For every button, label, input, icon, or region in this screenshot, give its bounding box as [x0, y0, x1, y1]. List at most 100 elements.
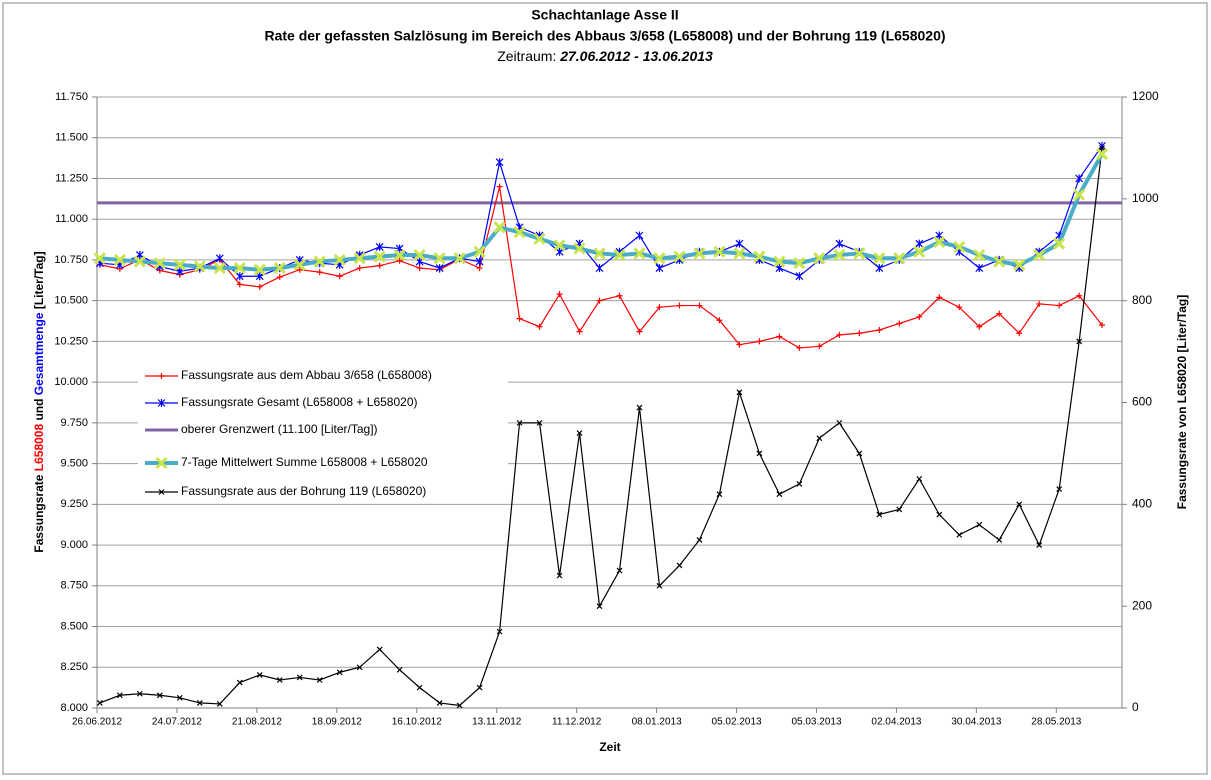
point-marker	[1095, 147, 1109, 161]
point-marker	[176, 694, 183, 701]
point-marker	[296, 266, 303, 273]
point-marker	[856, 450, 863, 457]
point-marker	[736, 341, 743, 348]
point-marker	[1076, 292, 1083, 299]
x-axis-title: Zeit	[599, 740, 620, 754]
point-marker	[413, 248, 426, 262]
point-marker	[753, 250, 766, 263]
y-tick-label: 8.500	[60, 620, 88, 632]
point-marker	[996, 310, 1003, 317]
y2-axis-title: Fassungsrate von L658020 [Liter/Tag]	[1175, 295, 1189, 510]
x-tick-label: 05.03.2013	[791, 717, 841, 728]
point-marker	[773, 255, 786, 268]
legend-marker	[157, 399, 166, 407]
point-marker	[896, 320, 903, 327]
point-marker	[933, 235, 946, 249]
x-tick-label: 11.12.2012	[552, 717, 602, 728]
legend-marker	[155, 456, 168, 470]
point-marker	[273, 262, 286, 275]
y-axis-title: Fassungsrate L658008 und Gesamtmenge [Li…	[32, 251, 46, 552]
y2-tick-label: 1200	[1132, 89, 1159, 103]
point-marker	[1099, 322, 1106, 329]
point-marker	[193, 260, 206, 273]
point-marker	[236, 679, 243, 686]
y-tick-label: 11.250	[55, 172, 88, 184]
point-marker	[156, 692, 163, 699]
point-marker	[496, 183, 503, 190]
point-marker	[1076, 338, 1083, 345]
y2-tick-label: 600	[1132, 395, 1152, 409]
point-marker	[133, 255, 146, 268]
chart-title: Schachtanlage Asse II	[531, 7, 678, 23]
y2-tick-label: 0	[1132, 700, 1139, 714]
point-marker	[536, 323, 543, 330]
point-marker	[456, 702, 463, 709]
legend-label: Fassungsrate Gesamt (L658008 + L658020)	[181, 395, 417, 409]
y-tick-label: 8.250	[60, 661, 88, 673]
y-tick-label: 9.500	[60, 458, 88, 470]
legend-label: oberer Grenzwert (11.100 [Liter/Tag])	[181, 422, 378, 436]
point-marker	[716, 317, 723, 324]
period-label: Zeitraum:	[497, 48, 556, 64]
point-marker	[693, 247, 706, 260]
legend-label: Fassungsrate aus der Bohrung 119 (L65802…	[181, 484, 426, 498]
point-marker	[215, 254, 224, 263]
point-marker	[353, 252, 366, 265]
point-marker	[893, 252, 906, 265]
point-marker	[796, 481, 803, 487]
point-marker	[835, 239, 844, 248]
point-marker	[256, 671, 263, 678]
point-marker	[1013, 258, 1026, 271]
point-marker	[735, 239, 744, 248]
point-marker	[1036, 300, 1043, 307]
y-tick-label: 8.000	[60, 702, 88, 714]
point-marker	[336, 273, 343, 280]
point-marker	[756, 450, 763, 457]
point-marker	[576, 430, 583, 436]
point-marker	[453, 252, 466, 265]
y-axis-title-part: L658008	[32, 424, 46, 472]
point-marker	[516, 419, 523, 426]
point-marker	[975, 264, 984, 273]
point-marker	[435, 264, 444, 273]
point-marker	[93, 252, 106, 265]
point-marker	[596, 297, 603, 304]
y-tick-label: 9.000	[60, 539, 88, 551]
point-marker	[396, 666, 403, 673]
legend-label: Fassungsrate aus dem Abbau 3/658 (L65800…	[181, 368, 432, 382]
point-marker	[253, 263, 266, 276]
point-marker	[236, 281, 243, 288]
x-tick-label: 02.04.2013	[871, 717, 921, 728]
point-marker	[473, 245, 486, 258]
point-marker	[976, 521, 983, 528]
point-marker	[1053, 237, 1066, 250]
point-marker	[636, 404, 643, 411]
y-axis-title-part: Gesamtmenge	[32, 312, 46, 395]
y2-tick-label: 400	[1132, 497, 1152, 511]
point-marker	[653, 252, 666, 265]
point-marker	[853, 247, 866, 260]
y-tick-label: 9.250	[60, 498, 88, 510]
point-marker	[233, 262, 246, 275]
point-marker	[196, 699, 203, 706]
point-marker	[736, 389, 743, 396]
point-marker	[616, 292, 623, 299]
period: Zeitraum: 27.06.2012 - 13.06.2013	[497, 48, 713, 64]
point-marker	[915, 239, 924, 248]
point-marker	[316, 677, 323, 683]
period-value: 27.06.2012 - 13.06.2013	[559, 48, 713, 64]
point-marker	[533, 232, 546, 245]
point-marker	[573, 242, 586, 255]
legend-label: 7-Tage Mittelwert Summe L658008 + L65802…	[181, 455, 428, 469]
point-marker	[673, 250, 686, 263]
point-marker	[235, 272, 244, 281]
point-marker	[416, 684, 423, 691]
x-tick-label: 05.02.2013	[712, 717, 762, 728]
point-marker	[276, 677, 283, 683]
point-marker	[816, 343, 823, 350]
x-tick-label: 13.11.2012	[472, 717, 522, 728]
x-tick-label: 26.06.2012	[72, 717, 122, 728]
point-marker	[1033, 248, 1046, 262]
y-tick-label: 10.250	[54, 335, 88, 347]
